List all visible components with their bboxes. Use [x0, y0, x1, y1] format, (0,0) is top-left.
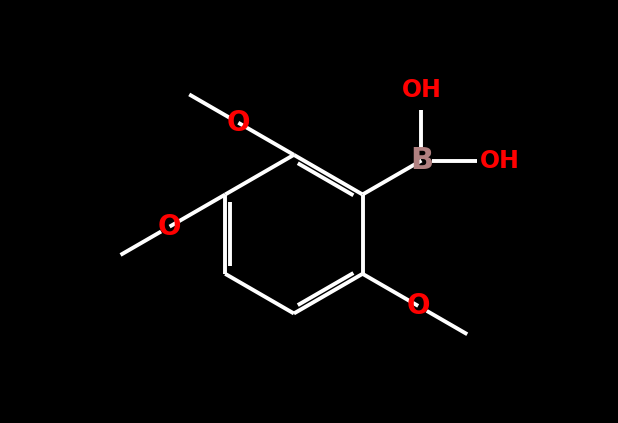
Text: OH: OH	[480, 148, 520, 173]
Text: OH: OH	[402, 78, 441, 102]
Text: O: O	[158, 213, 181, 241]
Text: O: O	[227, 109, 250, 137]
Text: O: O	[407, 292, 430, 320]
Text: B: B	[410, 146, 433, 175]
